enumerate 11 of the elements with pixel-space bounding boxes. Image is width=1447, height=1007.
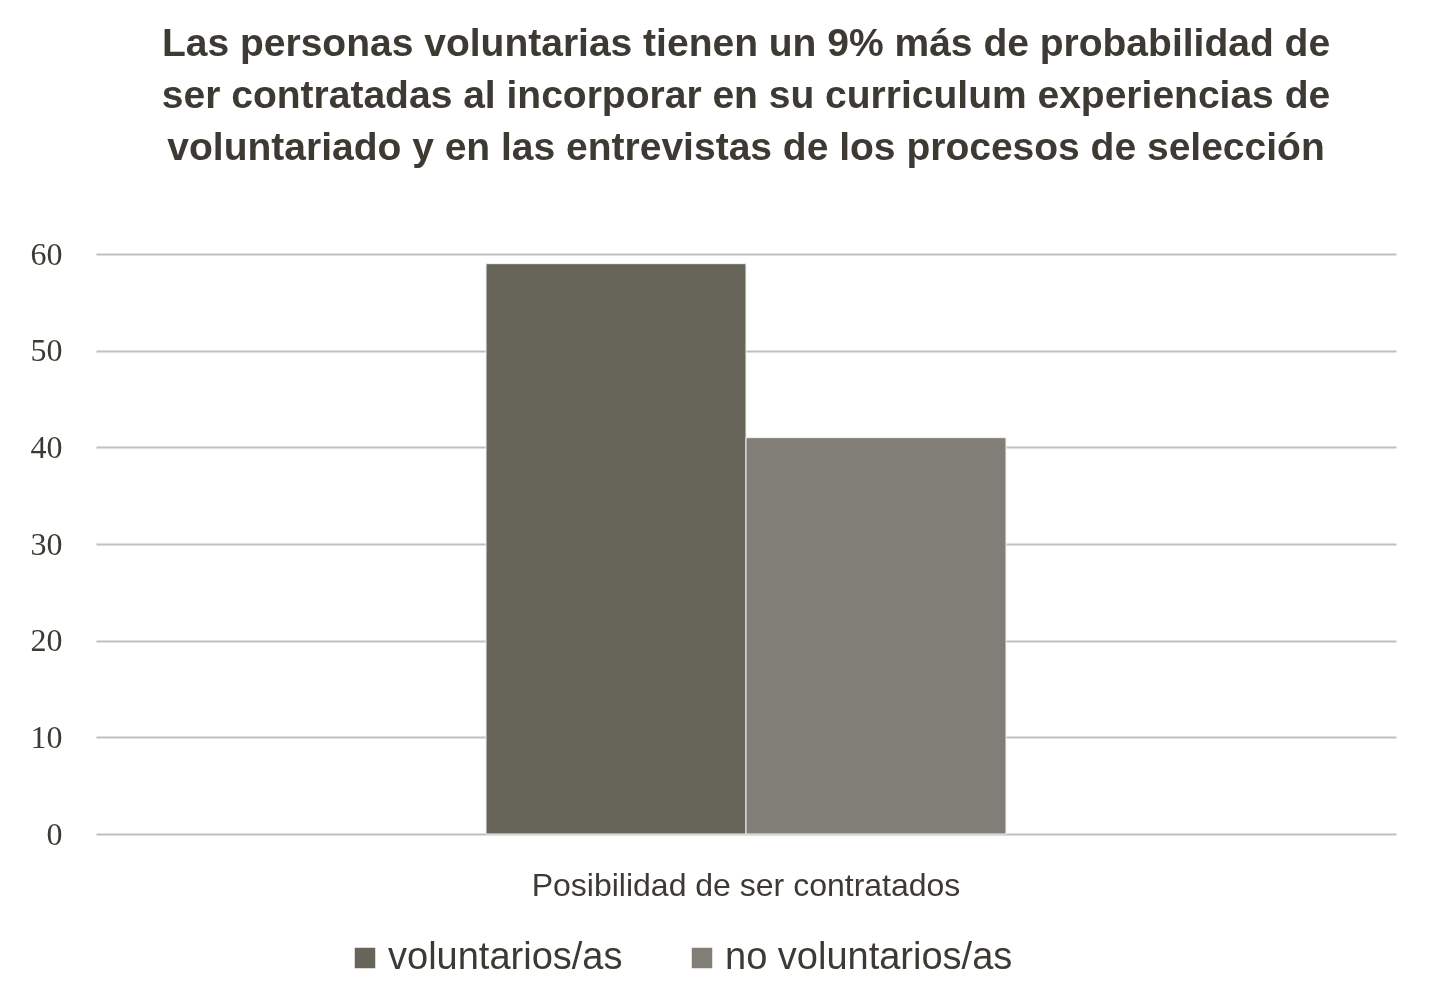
y-tick-label: 20 (30, 622, 63, 659)
y-tick-label: 60 (30, 235, 63, 272)
legend-label: no voluntarios/as (725, 935, 1013, 977)
chart-title: Las personas voluntarias tienen un 9% más de probabilidad de ser contratadas al incorporar en su curriculum experiencias de voluntariado y en las entrevistas de los procesos de selección (161, 21, 1331, 168)
y-tick-label: 40 (30, 428, 63, 465)
y-tick-label: 50 (30, 332, 63, 369)
x-tick-label: Posibilidad de ser contratados (531, 866, 961, 903)
y-tick-label: 0 (46, 815, 63, 852)
y-tick-label: 30 (30, 525, 63, 562)
legend-label: voluntarios/as (388, 935, 623, 977)
y-tick-label: 10 (30, 718, 63, 755)
